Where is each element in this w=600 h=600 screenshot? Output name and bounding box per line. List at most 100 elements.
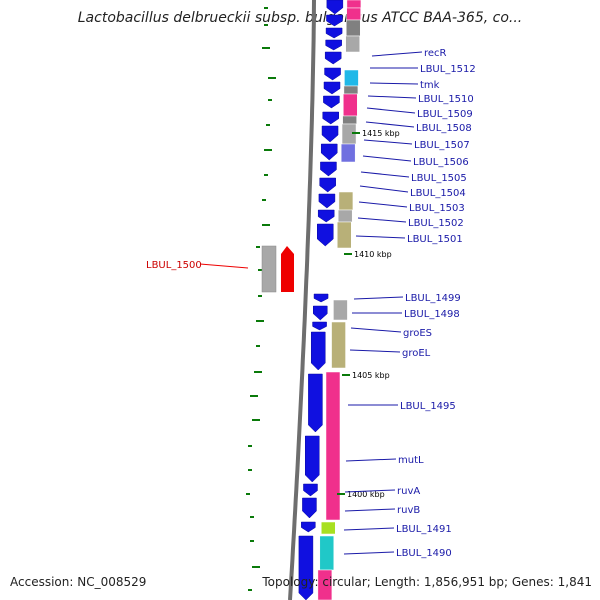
cog-box [346, 7, 361, 21]
gene-label: LBUL_1507 [414, 140, 470, 151]
gene-label: recR [424, 48, 447, 59]
gene-label: LBUL_1510 [418, 94, 474, 105]
topology-summary: Topology: circular; Length: 1,856,951 bp… [262, 575, 592, 589]
label-leader-line [343, 527, 395, 531]
gene-arrow [326, 14, 343, 27]
gene-arrow [310, 331, 326, 371]
map-title: Lactobacillus delbrueckii subsp. bulgari… [77, 10, 523, 26]
label-leader-line [365, 121, 415, 128]
cog-box [321, 521, 336, 535]
cog-box [261, 245, 277, 293]
cog-box [342, 115, 357, 125]
gc-tick [256, 246, 260, 248]
gene-arrow [317, 223, 334, 247]
gene-label: LBUL_1508 [416, 123, 472, 134]
gene-arrow [323, 81, 341, 95]
label-leader-line [349, 349, 401, 353]
label-leader-line [353, 296, 404, 300]
gc-tick [264, 174, 268, 176]
cog-box [345, 19, 361, 37]
kbp-tick [342, 374, 350, 376]
highlight-leader-line [199, 263, 249, 269]
kbp-label: 1405 kbp [352, 371, 390, 380]
cog-box [344, 69, 359, 87]
cog-box [325, 371, 341, 521]
gene-arrow [308, 373, 323, 433]
gene-arrow [301, 521, 316, 533]
cog-box [319, 535, 335, 571]
gene-label: LBUL_1495 [400, 401, 456, 412]
gene-arrow [303, 483, 318, 497]
gc-tick [252, 419, 260, 421]
cog-box [337, 209, 353, 223]
gene-label: LBUL_1509 [417, 109, 473, 120]
cog-box [317, 569, 333, 600]
gc-tick [248, 445, 252, 447]
label-leader-line [359, 185, 409, 193]
gene-arrow [313, 305, 328, 321]
gene-arrow [321, 125, 339, 143]
accession-text: Accession: NC_008529 [10, 575, 147, 589]
kbp-tick [337, 493, 345, 495]
gene-label: LBUL_1490 [396, 548, 452, 559]
kbp-label: 1410 kbp [354, 250, 392, 259]
gc-tick [248, 589, 252, 591]
gc-tick [250, 540, 254, 542]
label-leader-line [366, 107, 416, 114]
gene-arrow [319, 177, 336, 193]
label-leader-line [360, 171, 410, 178]
gene-label: ruvA [397, 486, 420, 497]
gc-tick [250, 516, 254, 518]
cog-box [346, 0, 362, 9]
gene-arrow [312, 321, 327, 331]
kbp-label: 1400 kbp [347, 490, 385, 499]
kbp-tick [344, 253, 352, 255]
gene-label: LBUL_1504 [410, 188, 466, 199]
gene-arrow [325, 27, 343, 39]
cog-box [338, 191, 354, 211]
gene-label: LBUL_1503 [409, 203, 465, 214]
gc-tick [250, 395, 258, 397]
gene-arrow [324, 51, 342, 65]
gene-arrow [324, 67, 341, 81]
gc-tick [252, 566, 260, 568]
label-leader-line [344, 489, 396, 493]
label-leader-line [357, 217, 407, 223]
gc-tick [262, 199, 266, 201]
gc-tick [258, 295, 262, 297]
gc-tick [264, 149, 272, 151]
cog-box [333, 299, 348, 321]
gc-tick [268, 99, 272, 101]
label-leader-line [362, 155, 412, 162]
label-leader-line [345, 458, 397, 462]
cog-box [345, 35, 360, 53]
gene-arrow [326, 0, 344, 15]
gene-label: LBUL_1498 [404, 309, 460, 320]
gc-tick [262, 47, 270, 49]
gc-tick [248, 469, 252, 471]
gene-arrow [325, 39, 342, 51]
gc-tick [264, 7, 268, 9]
gene-label: ruvB [397, 505, 420, 516]
gene-label: LBUL_1499 [405, 293, 461, 304]
gene-label: LBUL_1501 [407, 234, 463, 245]
gene-label: LBUL_1506 [413, 157, 469, 168]
cog-box [331, 321, 346, 369]
gene-arrow [313, 293, 329, 303]
gc-tick [262, 224, 270, 226]
gc-tick [266, 124, 270, 126]
gc-tick [256, 345, 260, 347]
gene-label: groEL [402, 348, 431, 359]
label-leader-line [363, 139, 413, 145]
gene-label: LBUL_1502 [408, 218, 464, 229]
gene-arrow [318, 193, 336, 209]
gc-tick [246, 493, 250, 495]
label-leader-line [343, 551, 395, 555]
label-leader-line [367, 95, 417, 99]
kbp-label: 1415 kbp [362, 129, 400, 138]
gene-arrow [317, 209, 335, 223]
gc-tick [256, 320, 264, 322]
gene-label: mutL [398, 455, 424, 466]
gene-arrow [322, 111, 339, 125]
